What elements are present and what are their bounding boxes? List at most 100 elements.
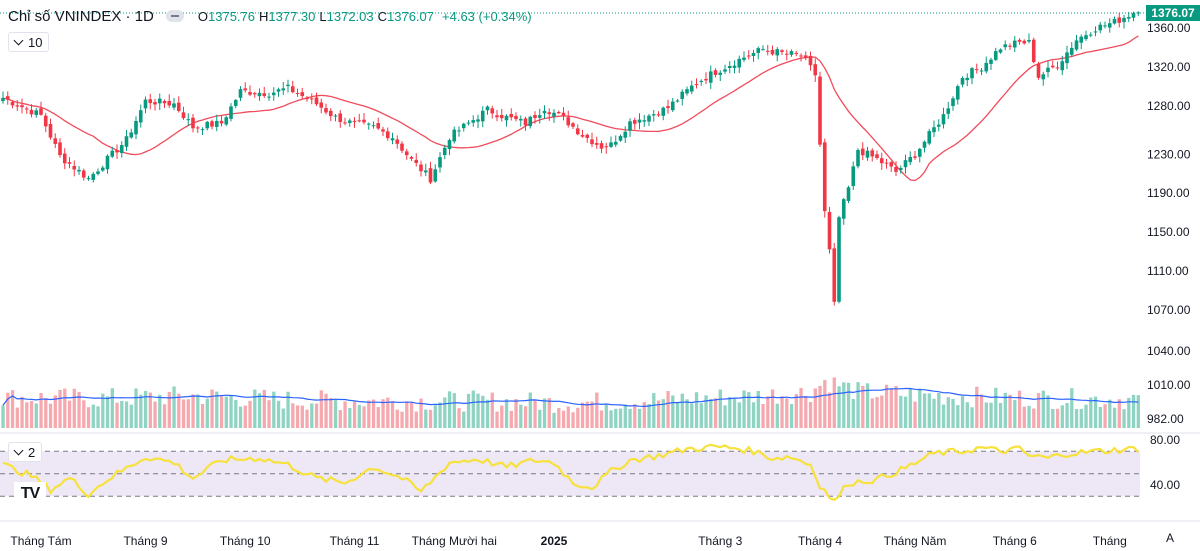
candle-body (590, 139, 594, 145)
volume-bar (718, 389, 722, 428)
volume-bar (390, 401, 395, 428)
candle-body (822, 142, 827, 212)
volume-bar (875, 397, 879, 428)
volume-bar (742, 390, 746, 428)
volume-bar (272, 391, 276, 428)
volume-bar (870, 398, 874, 428)
volume-bar (452, 393, 456, 428)
candle-body (756, 48, 761, 53)
volume-bar (609, 410, 613, 428)
candle-body (813, 64, 818, 76)
candle-body (105, 155, 110, 170)
time-tick-label: Tháng 4 (798, 534, 842, 548)
candle-body (732, 65, 737, 68)
volume-bar (694, 392, 699, 428)
candle-body (808, 55, 813, 66)
volume-bar (647, 403, 651, 428)
candle-body (138, 110, 143, 123)
candle-body (267, 96, 271, 98)
volume-bar (1136, 395, 1140, 428)
candle-body (533, 115, 537, 119)
volume-bar (504, 399, 509, 428)
candle-body (1126, 16, 1131, 19)
symbol-title[interactable]: Chỉ số VNINDEX · 1D (8, 7, 154, 25)
price-tick-label: 1110.00 (1147, 264, 1189, 278)
candle-body (366, 123, 371, 125)
volume-bar (443, 397, 447, 428)
candle-body (480, 110, 485, 122)
volume-bar (813, 388, 817, 428)
candle-body (718, 72, 723, 75)
volume-bar (780, 396, 784, 428)
price-tick-label: 1190.00 (1147, 186, 1190, 200)
rsi-indicator-toggle[interactable]: 2 (8, 442, 43, 462)
volume-bar (989, 402, 993, 428)
volume-bar (101, 393, 105, 428)
candle-body (58, 142, 62, 156)
volume-bar (72, 388, 76, 428)
candle-body (746, 55, 751, 57)
volume-bar (557, 408, 561, 428)
volume-bar (143, 390, 148, 428)
open-value: 1375.76 (208, 8, 255, 24)
candle-body (433, 169, 438, 182)
volume-bar (153, 401, 157, 428)
volume-bar (295, 405, 300, 428)
volume-bar (747, 392, 751, 428)
volume-bar (162, 404, 167, 428)
volume-bar (913, 401, 917, 428)
candle-body (504, 115, 509, 121)
candle-body (727, 65, 732, 68)
volume-bar (618, 408, 623, 428)
candle-body (1041, 74, 1046, 80)
candle-body (385, 131, 390, 139)
chevron-down-icon (13, 445, 24, 456)
volume-bar (495, 411, 499, 428)
candle-body (34, 110, 39, 115)
volume-bar (975, 386, 979, 428)
ma-indicator-toggle[interactable]: 10 (8, 32, 50, 52)
low-label: L (319, 8, 327, 24)
volume-bar (158, 394, 162, 428)
volume-bar (656, 400, 661, 428)
volume-bar (1098, 407, 1102, 428)
volume-bar (91, 404, 95, 428)
volume-bar (438, 402, 442, 428)
volume-bar (908, 388, 912, 428)
candle-body (922, 141, 927, 148)
volume-bar (414, 411, 418, 428)
auto-scale-button[interactable]: A (1166, 531, 1175, 545)
volume-bar (523, 406, 528, 428)
candle-body (770, 49, 775, 55)
volume-bar (300, 405, 304, 428)
volume-bar (880, 395, 884, 428)
candle-body (428, 168, 433, 183)
price-tick-label: 1150.00 (1147, 225, 1190, 239)
time-tick-label: Tháng 11 (330, 534, 380, 548)
volume-bar (661, 399, 665, 428)
candle-body (666, 106, 670, 109)
volume-bar (1117, 399, 1121, 428)
volume-bar (956, 405, 960, 428)
candle-body (860, 148, 865, 156)
volume-tick-label: 1010.00 (1147, 378, 1191, 392)
time-tick-label: Tháng 9 (123, 534, 167, 548)
candle-body (1055, 67, 1060, 69)
volume-bar (219, 396, 224, 428)
candle-body (338, 113, 343, 122)
candle-body (248, 92, 252, 95)
tradingview-logo[interactable]: TV (14, 482, 46, 506)
candle-body (879, 158, 884, 164)
candle-body (936, 124, 941, 127)
candle-body (461, 123, 466, 129)
candle-body (651, 114, 656, 116)
volume-bar (419, 398, 423, 428)
candle-body (979, 70, 984, 72)
candle-body (100, 167, 105, 171)
candle-body (29, 109, 34, 115)
candle-body (780, 50, 784, 53)
candle-body (547, 112, 552, 115)
candle-body (15, 105, 20, 107)
collapse-legend-icon[interactable] (165, 10, 184, 22)
